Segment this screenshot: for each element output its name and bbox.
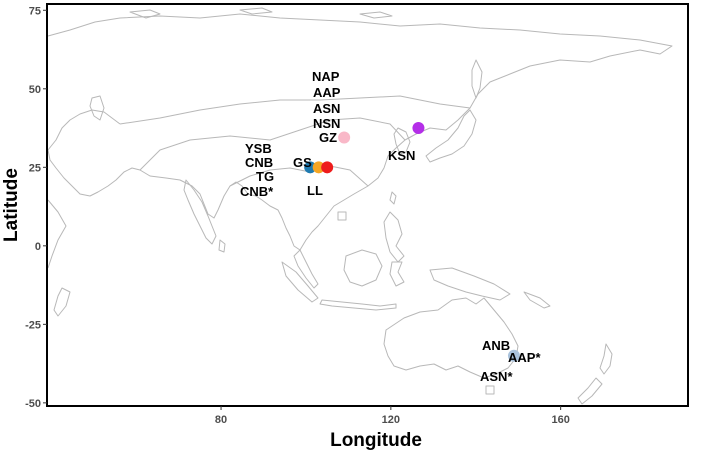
borders-north	[119, 95, 471, 125]
site-point-pink-site	[338, 131, 351, 144]
site-point-red-site	[321, 161, 334, 174]
label-ksn: KSN	[388, 148, 415, 163]
site-point-korea-purple	[412, 122, 425, 135]
plot-frame	[46, 3, 689, 407]
y-tick-label: 0	[35, 241, 41, 253]
site-labels: NAP AAP ASN NSN GZ YSB CNB TG CNB* GS LL…	[240, 69, 541, 384]
newguinea-outline	[429, 267, 511, 301]
x-tick-label: 80	[215, 414, 227, 426]
label-nap: NAP	[312, 69, 340, 84]
sakhalin-outline	[471, 59, 483, 99]
label-anb: ANB	[482, 338, 510, 353]
sulawesi-outline	[389, 261, 405, 287]
y-tick-label: -25	[25, 319, 41, 331]
madagascar-outline	[53, 287, 71, 317]
y-tick-label: 75	[29, 5, 41, 17]
site-point-australia-blue	[507, 349, 520, 362]
korea-outline	[393, 127, 411, 155]
solomons-outline	[523, 291, 551, 309]
sumatra-outline	[281, 261, 319, 303]
x-axis-title: Longitude	[330, 430, 422, 451]
hainan-outline	[337, 211, 347, 221]
label-asn: ASN	[313, 101, 340, 116]
japan-outline	[425, 109, 477, 163]
borders-central	[139, 117, 406, 171]
philippines-outline	[383, 211, 405, 263]
caspian-outline	[89, 95, 105, 121]
arctic-islands-outline	[129, 7, 393, 19]
borneo-outline	[343, 249, 383, 287]
y-tick-label: -50	[25, 398, 41, 410]
srilanka-outline	[218, 239, 226, 253]
label-ysb: YSB	[245, 141, 272, 156]
label-nsn: NSN	[313, 116, 340, 131]
label-ll: LL	[307, 183, 323, 198]
label-aap-star: AAP*	[508, 350, 541, 365]
borders-south	[229, 165, 369, 187]
y-axis-title: Latitude	[1, 168, 22, 242]
java-outline	[319, 299, 397, 311]
india-outline	[183, 179, 217, 245]
coastline-layer	[47, 7, 673, 405]
site-layer	[304, 122, 520, 362]
australia-outline	[383, 297, 519, 379]
africa-east-outline	[47, 199, 67, 269]
x-tick-label: 120	[382, 414, 400, 426]
label-gs: GS	[293, 155, 312, 170]
label-gz: GZ	[319, 130, 337, 145]
x-tick-label: 160	[551, 414, 569, 426]
y-tick-label: 25	[29, 162, 41, 174]
site-point-yunnan-teal	[304, 161, 317, 174]
site-point-guangxi-orange	[312, 161, 325, 174]
west-edge	[47, 109, 121, 151]
newzealand-outline	[599, 343, 613, 375]
label-cnb: CNB	[245, 155, 273, 170]
label-aap: AAP	[313, 85, 341, 100]
taiwan-outline	[389, 191, 397, 205]
tasmania-outline	[485, 385, 495, 395]
newzealand-south-outline	[577, 377, 603, 405]
label-cnb-star: CNB*	[240, 184, 274, 199]
indochina-outline	[293, 249, 319, 289]
label-tg: TG	[256, 169, 274, 184]
tick-layer: 80 120 160 75 50 25 0 -25 -50	[25, 5, 570, 426]
y-tick-label: 50	[29, 84, 41, 96]
label-asn-star: ASN*	[480, 369, 513, 384]
eurasia-outline	[47, 13, 673, 251]
